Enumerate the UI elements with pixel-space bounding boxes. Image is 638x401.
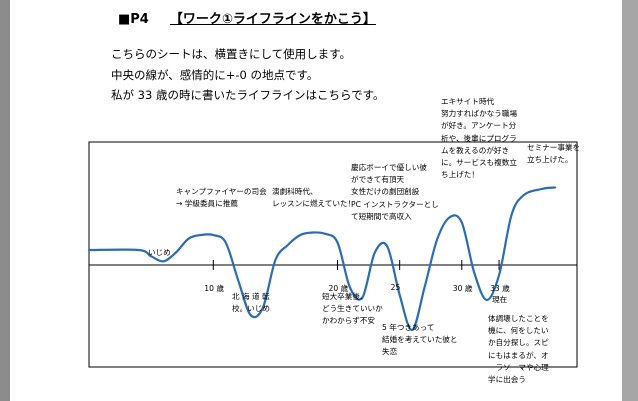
annotation-line: 5 年つきあって — [382, 323, 435, 332]
annotation-line: いじめ — [148, 248, 171, 257]
annotation-line: ができて有頂天 — [351, 175, 405, 185]
annotation-line: 演劇科時代、 — [272, 187, 318, 196]
age-tick-label-20: 20 歳 — [328, 284, 349, 293]
annotation-line: 学に出会う — [488, 375, 526, 385]
annotation-line: 失恋 — [382, 347, 398, 357]
annotation-line: ち上げた！ — [441, 170, 479, 180]
annotation-line: キャンプファイヤーの司会 — [176, 187, 267, 196]
heading-title: 【ワーク①ライフラインをかこう】 — [169, 12, 376, 27]
annotation-line: 析や、後輩にプログラ — [441, 133, 517, 143]
annotation-line: ムを教えるのが好き — [441, 145, 510, 155]
chart-frame — [88, 141, 578, 368]
annotation-age-12: キャンプファイヤーの司会 → 学級委員に推薦 — [176, 186, 267, 210]
age-tick-label-10: 10 歳 — [204, 284, 224, 293]
annotation-line: 慶応ボーイで優しい彼 — [351, 163, 427, 172]
annotation-line: 立ち上げた。 — [527, 155, 573, 165]
annotation-age-14: 北 海 道 転校。いじめ — [232, 291, 270, 315]
annotation-line: PC インストラクターとし — [351, 199, 439, 209]
page-heading: ■P4 【ワーク①ライフラインをかこう】 — [118, 8, 376, 27]
age-ticks — [212, 260, 500, 270]
annotation-age-32: 体調壊したことを 機に、何をしたい か自分探し。スピ にもはまるが、オ ーラソーマや心理… — [488, 313, 549, 386]
viewer-right-margin — [622, 0, 638, 401]
annotation-line: セミナー事業を — [527, 143, 581, 152]
annotation-age-37: セミナー事業を 立ち上げた。 — [527, 142, 580, 166]
annotation-line: → 学級委員に推薦 — [176, 199, 238, 209]
annotation-line: どう生きていいか — [322, 304, 383, 314]
annotation-line: ーラソーマや心理 — [488, 362, 549, 372]
age-tick-label-33: 33 歳 — [490, 284, 510, 293]
annotation-line: かわからず不安 — [322, 316, 376, 326]
current-age-label: 現在 — [492, 295, 508, 304]
annotation-line: にもはまるが、オ — [488, 350, 549, 360]
age-tick-label-25: 25 — [390, 283, 401, 292]
intro-line-2: 中央の線が、感情的に+-0 の地点です。 — [111, 68, 319, 82]
annotation-line: レッスンに燃えていた！ — [272, 199, 356, 209]
annotation-line: 北 海 道 転 — [232, 292, 270, 301]
annotation-line: エキサイト時代 — [441, 97, 495, 106]
section-number: ■P4 — [118, 12, 149, 27]
annotation-line: か自分探し。スピ — [488, 338, 549, 348]
annotation-line: 機に、何をしたい — [488, 326, 549, 336]
annotation-line: 結婚を考えていた彼と — [382, 335, 458, 345]
annotation-age-26: 5 年つきあって結婚を考えていた彼と 失恋 — [382, 322, 458, 359]
annotation-line: 女性だけの劇団創設 — [351, 187, 420, 197]
intro-line-3: 私が 33 歳の時に書いたライフラインはこちらです。 — [111, 88, 385, 102]
annotation-line: が好き。アンケート分 — [441, 121, 517, 131]
age-tick-label-30: 30 歳 — [452, 284, 473, 293]
annotation-line: に。サービスも複数立 — [441, 158, 517, 168]
intro-line-1: こちらのシートは、横置きにして使用します。 — [111, 47, 352, 61]
annotation-age-21: 短大卒業後、どう生きていいか かわからず不安 — [322, 291, 383, 328]
viewer-left-margin — [0, 0, 10, 401]
annotation-line: 短大卒業後、 — [322, 292, 368, 301]
annotation-age-17: 演劇科時代、レッスンに燃えていた！ — [272, 186, 355, 210]
document-page: ■P4 【ワーク①ライフラインをかこう】 こちらのシートは、横置きにして使用しま… — [10, 0, 622, 401]
annotation-line: 校。いじめ — [232, 304, 270, 314]
annotation-age-5: いじめ — [148, 247, 171, 259]
lifeline-curve — [87, 186, 557, 332]
annotation-line: て短期間で高収入 — [351, 211, 412, 221]
annotation-age-24: 慶応ボーイで優しい彼 ができて有頂天女性だけの劇団創設 PC インストラクターとして… — [351, 162, 439, 223]
annotation-age-30: エキサイト時代努力すればかなう職場 が好き。アンケート分 析や、後輩にプログラ ムを教… — [441, 96, 517, 181]
annotation-line: 体調壊したことを — [488, 314, 549, 323]
annotation-line: 努力すればかなう職場 — [441, 109, 518, 119]
